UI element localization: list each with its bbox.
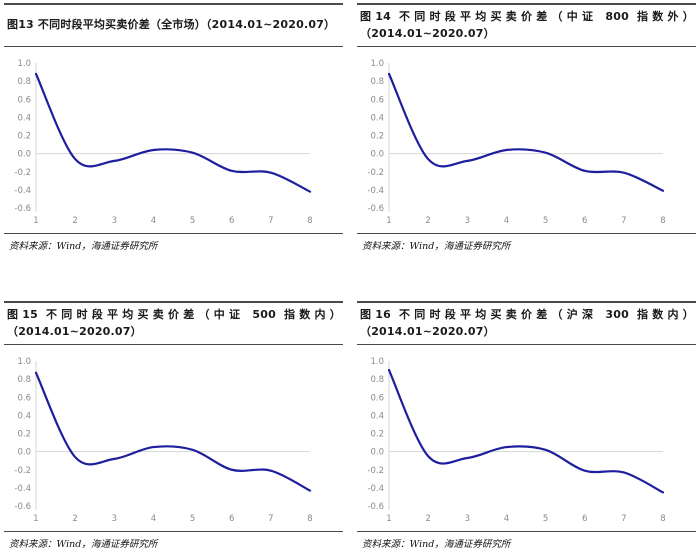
svg-text:4: 4	[504, 216, 509, 226]
svg-text:7: 7	[268, 216, 273, 226]
panel-title-text: 图14 不同时段平均买卖价差（中证 800 指数外）（2014.01~2020.…	[360, 10, 694, 40]
chart-area: 1.0 0.8 0.6 0.4 0.2 0.0 -0.2 -0.4 -0.6 1 2 3 4 5 6 7 8	[4, 47, 343, 233]
svg-text:6: 6	[582, 216, 587, 226]
svg-text:0.2: 0.2	[370, 430, 384, 440]
svg-text:-0.6: -0.6	[14, 502, 31, 512]
source-note: 资料来源：Wind，海通证券研究所	[357, 233, 696, 255]
source-note: 资料来源：Wind，海通证券研究所	[4, 233, 343, 255]
svg-text:0.8: 0.8	[370, 77, 384, 87]
svg-text:0.2: 0.2	[17, 430, 31, 440]
svg-text:4: 4	[151, 514, 156, 524]
svg-text:1: 1	[33, 216, 38, 226]
svg-text:5: 5	[190, 514, 195, 524]
svg-text:0.0: 0.0	[17, 150, 31, 160]
svg-text:-0.4: -0.4	[14, 484, 31, 494]
svg-text:3: 3	[112, 514, 117, 524]
svg-text:-0.6: -0.6	[367, 502, 384, 512]
panel-title: 图15 不同时段平均买卖价差（中证 500 指数内）（2014.01~2020.…	[4, 303, 343, 345]
svg-text:3: 3	[465, 514, 470, 524]
line-chart-fig15: 1.0 0.8 0.6 0.4 0.2 0.0 -0.2 -0.4 -0.61 2 3 4 5 6 7 8	[14, 357, 312, 524]
svg-text:1: 1	[386, 216, 391, 226]
svg-text:6: 6	[229, 216, 234, 226]
svg-text:-0.6: -0.6	[14, 204, 31, 214]
svg-text:2: 2	[425, 216, 430, 226]
chart-area: 1.0 0.8 0.6 0.4 0.2 0.0 -0.2 -0.4 -0.6 1 2 3 4 5 6 7 8	[4, 345, 343, 531]
svg-text:0.2: 0.2	[370, 132, 384, 142]
line-chart-fig14: 1.0 0.8 0.6 0.4 0.2 0.0 -0.2 -0.4 -0.61 2 3 4 5 6 7 8	[367, 59, 665, 226]
source-note-text: 资料来源：Wind，海通证券研究所	[9, 241, 158, 252]
svg-text:4: 4	[151, 216, 156, 226]
svg-text:-0.2: -0.2	[14, 466, 31, 476]
svg-text:3: 3	[112, 216, 117, 226]
chart-area: 1.0 0.8 0.6 0.4 0.2 0.0 -0.2 -0.4 -0.6 1 2 3 4 5 6 7 8	[357, 345, 696, 531]
svg-text:8: 8	[660, 216, 665, 226]
source-note-text: 资料来源：Wind，海通证券研究所	[362, 241, 511, 252]
svg-text:0.0: 0.0	[370, 448, 384, 458]
panel-title: 图13 不同时段平均买卖价差（全市场）（2014.01~2020.07）	[4, 5, 343, 47]
svg-text:8: 8	[307, 216, 312, 226]
svg-text:-0.4: -0.4	[367, 186, 384, 196]
panel-title: 图14 不同时段平均买卖价差（中证 800 指数外）（2014.01~2020.…	[357, 5, 696, 47]
svg-text:0.6: 0.6	[370, 95, 384, 105]
svg-text:0.6: 0.6	[370, 393, 384, 403]
svg-text:0.6: 0.6	[17, 393, 31, 403]
chart-panel-fig13: 图13 不同时段平均买卖价差（全市场）（2014.01~2020.07） 1.0…	[4, 3, 343, 255]
chart-panel-fig16: 图16 不同时段平均买卖价差（沪深 300 指数内）（2014.01~2020.…	[357, 301, 696, 553]
svg-text:6: 6	[582, 514, 587, 524]
source-note: 资料来源：Wind，海通证券研究所	[4, 531, 343, 553]
svg-text:2: 2	[72, 514, 77, 524]
line-chart-fig16: 1.0 0.8 0.6 0.4 0.2 0.0 -0.2 -0.4 -0.61 2 3 4 5 6 7 8	[367, 357, 665, 524]
svg-text:0.8: 0.8	[17, 375, 31, 385]
svg-text:5: 5	[190, 216, 195, 226]
svg-text:0.4: 0.4	[370, 411, 384, 421]
svg-text:-0.2: -0.2	[367, 466, 384, 476]
svg-text:7: 7	[621, 216, 626, 226]
svg-text:1.0: 1.0	[370, 357, 384, 367]
panel-title-text: 图15 不同时段平均买卖价差（中证 500 指数内）（2014.01~2020.…	[7, 308, 341, 338]
svg-text:0.0: 0.0	[370, 150, 384, 160]
panel-title-text: 图13 不同时段平均买卖价差（全市场）（2014.01~2020.07）	[7, 18, 336, 32]
svg-text:5: 5	[543, 216, 548, 226]
panel-title-text: 图16 不同时段平均买卖价差（沪深 300 指数内）（2014.01~2020.…	[360, 308, 694, 338]
svg-text:0.2: 0.2	[17, 132, 31, 142]
svg-text:1: 1	[386, 514, 391, 524]
svg-text:3: 3	[465, 216, 470, 226]
svg-text:1: 1	[33, 514, 38, 524]
svg-text:4: 4	[504, 514, 509, 524]
chart-panel-fig15: 图15 不同时段平均买卖价差（中证 500 指数内）（2014.01~2020.…	[4, 301, 343, 553]
svg-text:0.0: 0.0	[17, 448, 31, 458]
svg-text:-0.2: -0.2	[367, 168, 384, 178]
svg-text:0.4: 0.4	[17, 113, 31, 123]
svg-text:5: 5	[543, 514, 548, 524]
svg-text:7: 7	[621, 514, 626, 524]
source-note-text: 资料来源：Wind，海通证券研究所	[362, 539, 511, 550]
svg-text:7: 7	[268, 514, 273, 524]
svg-text:0.4: 0.4	[17, 411, 31, 421]
svg-text:0.8: 0.8	[17, 77, 31, 87]
svg-text:0.6: 0.6	[17, 95, 31, 105]
svg-text:1.0: 1.0	[370, 59, 384, 69]
source-note: 资料来源：Wind，海通证券研究所	[357, 531, 696, 553]
line-chart-fig13: 1.0 0.8 0.6 0.4 0.2 0.0 -0.2 -0.4 -0.61 2 3 4 5 6 7 8	[14, 59, 312, 226]
svg-text:0.4: 0.4	[370, 113, 384, 123]
svg-text:-0.2: -0.2	[14, 168, 31, 178]
panel-title: 图16 不同时段平均买卖价差（沪深 300 指数内）（2014.01~2020.…	[357, 303, 696, 345]
svg-text:1.0: 1.0	[17, 59, 31, 69]
svg-text:-0.4: -0.4	[14, 186, 31, 196]
source-note-text: 资料来源：Wind，海通证券研究所	[9, 539, 158, 550]
svg-text:8: 8	[307, 514, 312, 524]
svg-text:2: 2	[72, 216, 77, 226]
svg-text:-0.4: -0.4	[367, 484, 384, 494]
chart-panel-fig14: 图14 不同时段平均买卖价差（中证 800 指数外）（2014.01~2020.…	[357, 3, 696, 255]
svg-text:0.8: 0.8	[370, 375, 384, 385]
svg-text:1.0: 1.0	[17, 357, 31, 367]
svg-text:6: 6	[229, 514, 234, 524]
svg-text:-0.6: -0.6	[367, 204, 384, 214]
svg-text:2: 2	[425, 514, 430, 524]
chart-area: 1.0 0.8 0.6 0.4 0.2 0.0 -0.2 -0.4 -0.6 1 2 3 4 5 6 7 8	[357, 47, 696, 233]
svg-text:8: 8	[660, 514, 665, 524]
